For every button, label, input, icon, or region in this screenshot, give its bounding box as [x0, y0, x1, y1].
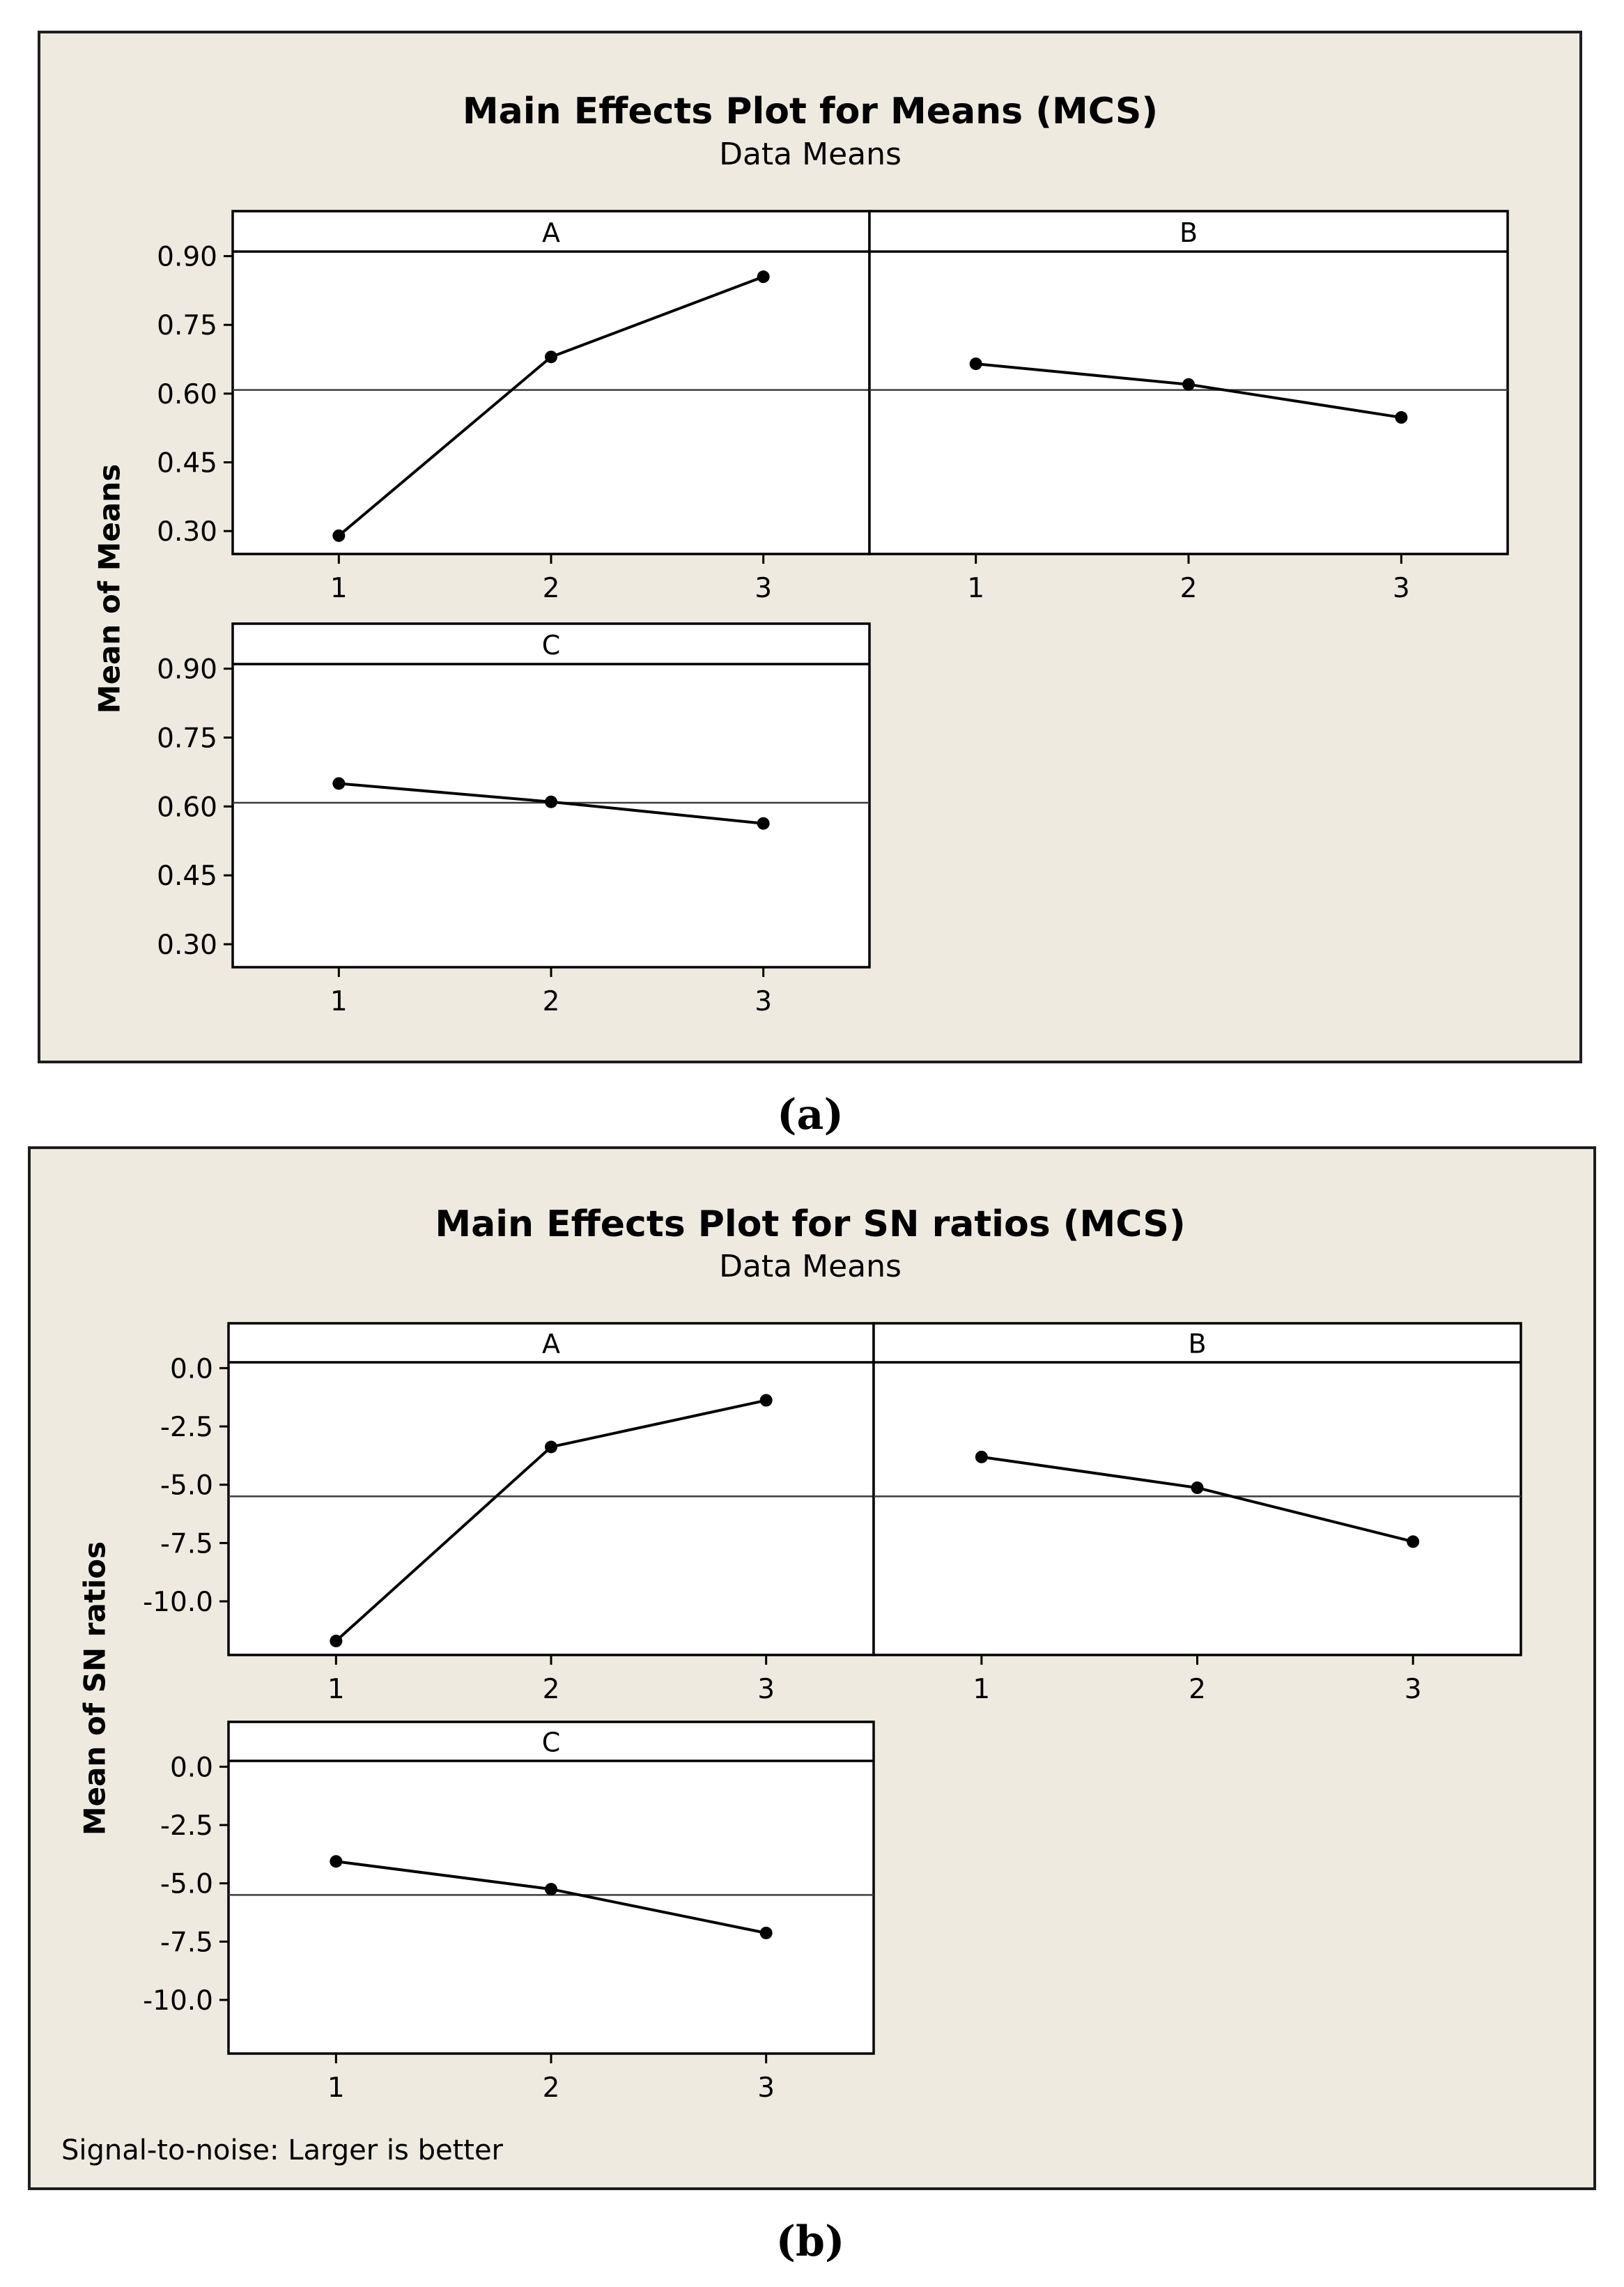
sn-plot-panel-a-border	[227, 1322, 875, 1656]
sn-plot-panel-a-y-tick-label-5: -10.0	[143, 1587, 213, 1618]
sn-plot-panel-a-point-level-2	[545, 1440, 557, 1454]
sn-plot-footnote: Signal-to-noise: Larger is better	[61, 2134, 504, 2166]
means-plot-panel-a-x-tick-label-3: 3	[755, 573, 772, 604]
means-plot-panel-c-x-tick-label-1: 1	[330, 986, 348, 1017]
sn-plot-panel-b-point-level-3	[1407, 1535, 1420, 1548]
means-plot-panel-a: A 1 2 3 0.90 0.75 0.60 0.45 0.30	[157, 210, 871, 604]
means-plot-panel-c-y-tick-label-4: 0.45	[157, 861, 217, 892]
sn-plot-panel-c-y-tick-label-4: -7.5	[160, 1927, 213, 1958]
means-plot-caption: (a)	[777, 1091, 844, 1139]
means-plot-panel-b-x-tick-label-1: 1	[967, 573, 984, 604]
sn-plot-panel-c-y-tick-label-1: 0.0	[170, 1752, 213, 1783]
means-plot-panel-a-y-tick-label-5: 0.30	[157, 516, 217, 548]
sn-plot-panel-a-point-level-3	[759, 1394, 773, 1407]
sn-plot-panel-c: C 1 2 3 0.0 -2.5 -5.0 -7.5 -10.0	[143, 1720, 875, 2104]
means-plot-panel-b-x-tick-label-3: 3	[1393, 573, 1410, 604]
sn-plot-panel-c-x-tick-label-3: 3	[757, 2072, 775, 2104]
sn-plot-panel-c-y-tick-label-5: -10.0	[143, 1985, 213, 2017]
means-plot-panel-a-x-tick-label-2: 2	[543, 573, 560, 604]
sn-plot-title: Main Effects Plot for SN ratios (MCS)	[435, 1203, 1185, 1245]
sn-plot-panel-c-x-tick-label-1: 1	[327, 2072, 345, 2104]
sn-plot-panel-b-x-tick-label-1: 1	[973, 1674, 990, 1705]
sn-plot-panel-a-header-label: A	[542, 1329, 560, 1360]
sn-plot-panel-c-point-level-1	[330, 1855, 343, 1868]
sn-plot-panel-a-x-tick-label-2: 2	[543, 1674, 560, 1705]
means-plot-panel-a-point-level-2	[545, 351, 557, 364]
means-plot-panel-a-y-tick-label-4: 0.45	[157, 447, 217, 479]
means-plot-panel-c: C 1 2 3 0.90 0.75 0.60 0.45 0.30	[157, 622, 871, 1017]
sn-plot-panel-a-point-level-1	[330, 1634, 343, 1647]
means-plot-panel-c-y-tick-label-1: 0.90	[157, 654, 217, 686]
sn-plot-panel-a-x-tick-label-3: 3	[757, 1674, 775, 1705]
means-plot-panel-a-y-tick-label-1: 0.90	[157, 242, 217, 273]
sn-plot-panel-b: B 1 2 3	[872, 1322, 1522, 1705]
sn-plot-panel-a-y-tick-label-2: -2.5	[160, 1412, 213, 1443]
sn-plot-panel-a-y-tick-label-3: -5.0	[160, 1470, 213, 1502]
means-plot: Main Effects Plot for Means (MCS) Data Me…	[38, 31, 1582, 1139]
sn-plot-panel-b-header-label: B	[1188, 1329, 1206, 1360]
sn-plot-panel-c-point-level-2	[545, 1883, 557, 1896]
means-plot-panel-c-y-tick-label-2: 0.75	[157, 723, 217, 754]
means-plot-panel-c-border	[231, 622, 871, 969]
means-plot-panel-c-x-tick-label-3: 3	[755, 986, 772, 1017]
means-plot-panel-a-y-tick-label-3: 0.60	[157, 379, 217, 410]
means-plot-panel-b-point-level-3	[1395, 411, 1408, 424]
means-plot-panel-a-y-tick-label-2: 0.75	[157, 310, 217, 341]
means-plot-panel-a-point-level-3	[757, 270, 770, 284]
sn-plot-panel-c-y-tick-label-3: -5.0	[160, 1869, 213, 1900]
means-plot-panel-c-y-tick-label-5: 0.30	[157, 930, 217, 961]
means-plot-y-axis-label: Mean of Means	[93, 464, 127, 714]
means-plot-panel-b: B 1 2 3	[868, 210, 1509, 604]
means-plot-title: Main Effects Plot for Means (MCS)	[463, 91, 1158, 132]
sn-plot: Main Effects Plot for SN ratios (MCS) Dat…	[28, 1146, 1596, 2266]
means-plot-panel-c-point-level-2	[545, 795, 557, 808]
sn-plot-panel-a-x-tick-label-1: 1	[327, 1674, 345, 1705]
means-plot-panel-c-header-label: C	[542, 630, 561, 661]
sn-plot-panel-c-point-level-3	[759, 1926, 773, 1939]
means-plot-panel-b-header-label: B	[1180, 217, 1198, 248]
means-plot-panel-a-header-label: A	[542, 217, 560, 248]
means-plot-panel-c-x-tick-label-2: 2	[543, 986, 560, 1017]
sn-plot-y-axis-label: Mean of SN ratios	[78, 1541, 112, 1835]
sn-plot-panel-c-y-tick-label-2: -2.5	[160, 1810, 213, 1842]
sn-plot-panel-a-y-tick-label-1: 0.0	[170, 1353, 213, 1385]
means-plot-panel-b-point-level-2	[1182, 378, 1195, 391]
means-plot-panel-a-x-tick-label-1: 1	[330, 573, 348, 604]
means-plot-panel-a-point-level-1	[332, 529, 346, 542]
sn-plot-panel-b-x-tick-label-3: 3	[1405, 1674, 1422, 1705]
sn-plot-panel-b-x-tick-label-2: 2	[1189, 1674, 1206, 1705]
sn-plot-panel-b-point-level-2	[1191, 1481, 1204, 1495]
sn-plot-panel-b-point-level-1	[975, 1450, 988, 1463]
sn-plot-panel-c-header-label: C	[542, 1727, 561, 1758]
means-plot-panel-c-point-level-3	[757, 817, 770, 830]
means-plot-panel-b-x-tick-label-2: 2	[1180, 573, 1198, 604]
sn-plot-panel-c-x-tick-label-2: 2	[543, 2072, 560, 2104]
sn-plot-panel-a: A 1 2 3 0.0 -2.5 -5.0 -7.5 -10.0	[143, 1322, 875, 1705]
sn-plot-panel-a-y-tick-label-4: -7.5	[160, 1528, 213, 1560]
sn-plot-caption: (b)	[776, 2217, 845, 2266]
means-plot-panel-a-border	[231, 210, 871, 555]
means-plot-panel-c-point-level-1	[332, 777, 346, 790]
sn-plot-subtitle: Data Means	[719, 1249, 902, 1284]
means-plot-panel-c-y-tick-label-3: 0.60	[157, 792, 217, 823]
means-plot-subtitle: Data Means	[719, 137, 902, 172]
means-plot-panel-b-point-level-1	[969, 357, 982, 371]
